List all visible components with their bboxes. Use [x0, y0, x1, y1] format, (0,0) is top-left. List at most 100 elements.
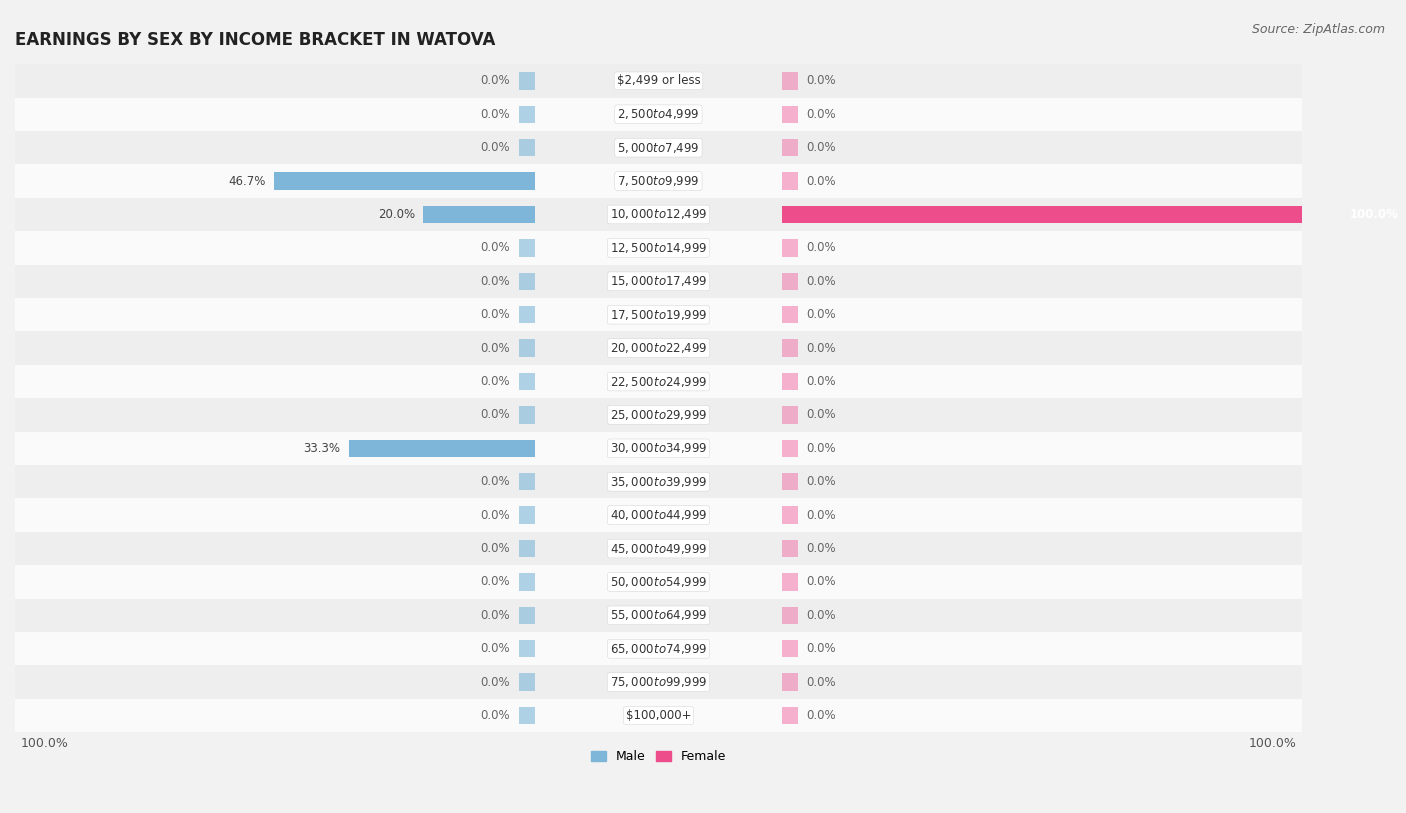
Text: 0.0%: 0.0% — [481, 408, 510, 421]
Text: 33.3%: 33.3% — [304, 441, 340, 454]
Bar — [15, 98, 1302, 131]
Bar — [519, 72, 536, 89]
Text: 0.0%: 0.0% — [481, 576, 510, 589]
Bar — [782, 440, 799, 457]
Text: $5,000 to $7,499: $5,000 to $7,499 — [617, 141, 700, 154]
Bar — [519, 540, 536, 557]
Bar — [15, 164, 1302, 198]
Bar — [782, 340, 799, 357]
Bar — [782, 106, 799, 123]
Text: 0.0%: 0.0% — [807, 341, 837, 354]
Bar — [519, 139, 536, 156]
Bar — [782, 606, 799, 624]
Text: 0.0%: 0.0% — [481, 676, 510, 689]
Text: 100.0%: 100.0% — [1249, 737, 1296, 750]
Text: $17,500 to $19,999: $17,500 to $19,999 — [610, 307, 707, 322]
Text: $20,000 to $22,499: $20,000 to $22,499 — [610, 341, 707, 355]
Bar — [15, 565, 1302, 598]
Text: 0.0%: 0.0% — [807, 74, 837, 87]
Bar — [15, 231, 1302, 264]
Bar — [782, 139, 799, 156]
Bar — [519, 506, 536, 524]
Bar — [519, 406, 536, 424]
Text: $10,000 to $12,499: $10,000 to $12,499 — [610, 207, 707, 221]
Text: $75,000 to $99,999: $75,000 to $99,999 — [610, 675, 707, 689]
Text: $15,000 to $17,499: $15,000 to $17,499 — [610, 274, 707, 289]
Bar — [15, 666, 1302, 699]
Bar — [782, 406, 799, 424]
Bar — [519, 606, 536, 624]
Bar — [519, 373, 536, 390]
Bar — [274, 172, 536, 189]
Bar — [782, 272, 799, 290]
Text: $45,000 to $49,999: $45,000 to $49,999 — [610, 541, 707, 555]
Bar — [15, 365, 1302, 398]
Text: $22,500 to $24,999: $22,500 to $24,999 — [610, 375, 707, 389]
Bar — [15, 264, 1302, 298]
Bar — [15, 532, 1302, 565]
Text: $50,000 to $54,999: $50,000 to $54,999 — [610, 575, 707, 589]
Bar — [782, 306, 799, 324]
Bar — [782, 506, 799, 524]
Text: 20.0%: 20.0% — [378, 208, 415, 221]
Bar — [519, 573, 536, 591]
Text: 0.0%: 0.0% — [807, 476, 837, 489]
Text: 0.0%: 0.0% — [481, 476, 510, 489]
Text: EARNINGS BY SEX BY INCOME BRACKET IN WATOVA: EARNINGS BY SEX BY INCOME BRACKET IN WAT… — [15, 31, 495, 50]
Text: 0.0%: 0.0% — [481, 275, 510, 288]
Text: $100,000+: $100,000+ — [626, 709, 692, 722]
Text: $7,500 to $9,999: $7,500 to $9,999 — [617, 174, 700, 188]
Bar — [349, 440, 536, 457]
Text: $65,000 to $74,999: $65,000 to $74,999 — [610, 641, 707, 656]
Bar — [782, 673, 799, 691]
Bar — [782, 706, 799, 724]
Bar — [15, 432, 1302, 465]
Text: 0.0%: 0.0% — [807, 375, 837, 388]
Text: 0.0%: 0.0% — [481, 709, 510, 722]
Text: 0.0%: 0.0% — [807, 275, 837, 288]
Text: 0.0%: 0.0% — [807, 441, 837, 454]
Bar — [782, 373, 799, 390]
Text: 0.0%: 0.0% — [807, 509, 837, 522]
Bar — [15, 465, 1302, 498]
Text: 0.0%: 0.0% — [807, 108, 837, 121]
Text: 0.0%: 0.0% — [481, 141, 510, 154]
Text: 0.0%: 0.0% — [807, 642, 837, 655]
Bar — [782, 172, 799, 189]
Bar — [782, 206, 1341, 224]
Bar — [782, 473, 799, 490]
Bar — [519, 106, 536, 123]
Text: 0.0%: 0.0% — [807, 542, 837, 555]
Bar — [782, 640, 799, 658]
Text: 0.0%: 0.0% — [807, 576, 837, 589]
Bar — [423, 206, 536, 224]
Text: 0.0%: 0.0% — [481, 509, 510, 522]
Text: Source: ZipAtlas.com: Source: ZipAtlas.com — [1251, 23, 1385, 36]
Text: 100.0%: 100.0% — [1350, 208, 1399, 221]
Bar — [519, 473, 536, 490]
Legend: Male, Female: Male, Female — [586, 746, 731, 768]
Text: 0.0%: 0.0% — [481, 308, 510, 321]
Text: 0.0%: 0.0% — [807, 676, 837, 689]
Bar — [519, 272, 536, 290]
Text: 0.0%: 0.0% — [807, 609, 837, 622]
Bar — [15, 398, 1302, 432]
Bar — [519, 640, 536, 658]
Text: 0.0%: 0.0% — [481, 609, 510, 622]
Text: 0.0%: 0.0% — [807, 175, 837, 188]
Bar — [519, 306, 536, 324]
Text: $55,000 to $64,999: $55,000 to $64,999 — [610, 608, 707, 623]
Text: 0.0%: 0.0% — [481, 241, 510, 254]
Bar — [15, 699, 1302, 733]
Bar — [15, 131, 1302, 164]
Bar — [15, 64, 1302, 98]
Text: 0.0%: 0.0% — [481, 341, 510, 354]
Text: 0.0%: 0.0% — [481, 375, 510, 388]
Text: $35,000 to $39,999: $35,000 to $39,999 — [610, 475, 707, 489]
Bar — [15, 498, 1302, 532]
Bar — [15, 198, 1302, 231]
Text: 0.0%: 0.0% — [807, 141, 837, 154]
Text: 0.0%: 0.0% — [481, 108, 510, 121]
Text: $25,000 to $29,999: $25,000 to $29,999 — [610, 408, 707, 422]
Text: 0.0%: 0.0% — [481, 542, 510, 555]
